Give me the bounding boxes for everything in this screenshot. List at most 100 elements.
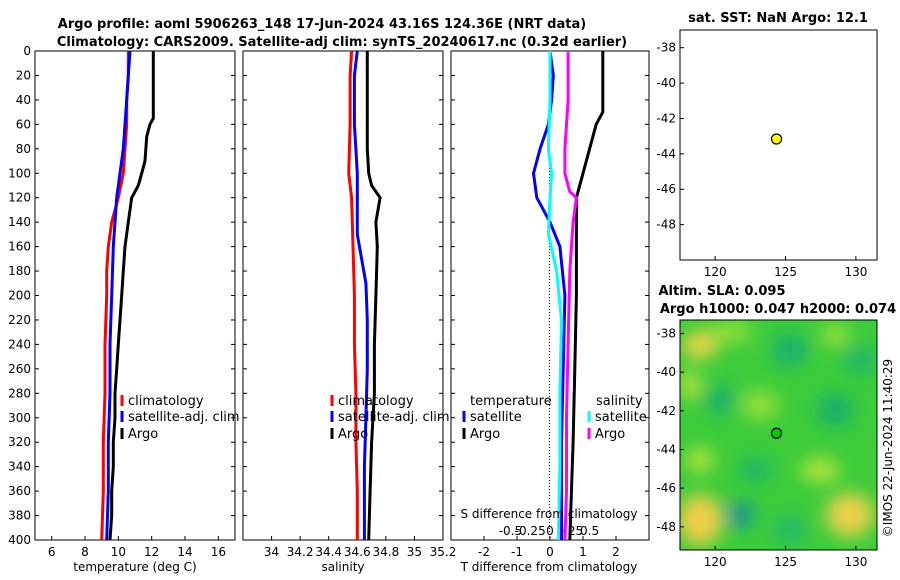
temperature-axes — [34, 50, 236, 541]
depth-tick-label: 260 — [8, 362, 31, 376]
temperature-series-argo — [108, 51, 155, 540]
salinity-xlabel: salinity — [321, 560, 364, 574]
depth-tick-label: 200 — [8, 289, 31, 303]
salinity-xtick-label: 34.6 — [344, 545, 371, 559]
difference-series-s-argo — [563, 51, 578, 540]
credit-stamp: ©IMOS 22-Jun-2024 11:40:29 — [881, 359, 895, 537]
difference-secondary-xlabel: S difference from climatology — [461, 507, 638, 521]
depth-tick-label: 140 — [8, 215, 31, 229]
depth-tick-label: 60 — [16, 117, 31, 131]
depth-tick-label: 20 — [16, 68, 31, 82]
depth-tick-label: 240 — [8, 337, 31, 351]
sst-title: sat. SST: NaN Argo: 12.1 — [688, 11, 868, 26]
temperature-series-satellite-adj-clim — [105, 51, 132, 540]
depth-tick-label: 180 — [8, 264, 31, 278]
legend-title-salinity: salinity — [596, 394, 643, 409]
temperature-xtick-label: 14 — [177, 545, 192, 559]
temperature-xtick-label: 12 — [144, 545, 159, 559]
salinity-legend: climatology satellite-adj. clim Argo — [330, 394, 450, 442]
depth-tick-label: 280 — [8, 386, 31, 400]
depth-tick-label: 80 — [16, 142, 31, 156]
salinity-series-satellite-adj-clim — [352, 51, 369, 540]
legend-title-temperature: temperature — [470, 394, 552, 409]
difference-xtick-label: 1 — [579, 545, 587, 559]
depth-tick-label: 320 — [8, 435, 31, 449]
title-line-1: Argo profile: aoml 5906263_148 17-Jun-20… — [58, 17, 586, 32]
sla_map-lat-label: -44 — [656, 442, 676, 456]
sst_map-lat-label: -46 — [656, 182, 676, 196]
sla_map-lon-label: 130 — [844, 555, 867, 569]
temperature-xlabel: temperature (deg C) — [73, 560, 196, 574]
sst_map-lat-label: -38 — [656, 41, 676, 55]
sla_map-argo-location-marker — [770, 427, 783, 439]
salinity-xtick-label: 35.2 — [430, 545, 457, 559]
depth-tick-label: 100 — [8, 166, 31, 180]
sla-title-1: Altim. SLA: 0.095 — [659, 284, 786, 299]
difference-series-s-satellite — [546, 51, 564, 540]
difference-series-t-argo — [568, 51, 605, 540]
salinity-xtick-label: 35 — [407, 545, 422, 559]
temperature-xtick-label: 16 — [211, 545, 226, 559]
sla-title-2: Argo h1000: 0.047 h2000: 0.074 — [660, 302, 896, 317]
sla_map-lat-label: -48 — [656, 520, 676, 534]
sla-heatmap — [680, 320, 877, 550]
salinity-series-climatology — [347, 51, 359, 540]
s-difference-tick-label: -0.5 — [499, 524, 522, 538]
legend-label: climatology — [128, 394, 204, 409]
temperature-xtick-label: 6 — [48, 545, 56, 559]
depth-tick-label: 160 — [8, 240, 31, 254]
title-line-2: Climatology: CARS2009. Satellite-adj cli… — [57, 35, 627, 50]
salinity-xtick-label: 34 — [264, 545, 279, 559]
sst_map-lon-label: 120 — [704, 265, 727, 279]
depth-tick-label: 220 — [8, 313, 31, 327]
legend-label: climatology — [338, 394, 414, 409]
salinity-xtick-label: 34.8 — [372, 545, 399, 559]
salinity-xtick-label: 34.2 — [287, 545, 314, 559]
depth-tick-label: 120 — [8, 191, 31, 205]
sst_map-lat-label: -42 — [656, 111, 676, 125]
sla_map-lat-label: -40 — [656, 365, 676, 379]
depth-tick-label: 380 — [8, 509, 31, 523]
legend-label: Argo — [128, 427, 158, 442]
sla_map-lat-label: -42 — [656, 404, 676, 418]
depth-tick-label: 340 — [8, 460, 31, 474]
difference-xtick-label: -2 — [478, 545, 490, 559]
difference-xtick-label: -1 — [511, 545, 523, 559]
legend-label: satellite-adj. clim — [338, 410, 450, 425]
sla-map-axes — [679, 319, 878, 551]
temperature-xtick-label: 8 — [81, 545, 89, 559]
sla_map-lat-label: -46 — [656, 481, 676, 495]
depth-tick-label: 400 — [8, 533, 31, 547]
salinity-axes — [242, 50, 444, 541]
sst_map-lon-label: 125 — [774, 265, 797, 279]
s-difference-tick-label: -0.25 — [515, 524, 546, 538]
difference-legend: temperature satellite Argo salinity sate… — [462, 394, 647, 442]
legend-label: satellite — [470, 410, 522, 425]
temperature-legend: climatology satellite-adj. clim Argo — [120, 394, 240, 442]
salinity-xtick-label: 34.4 — [315, 545, 342, 559]
legend-label: satellite-adj. clim — [128, 410, 240, 425]
sst_map-lat-label: -40 — [656, 76, 676, 90]
depth-tick-label: 360 — [8, 484, 31, 498]
difference-xlabel: T difference from climatology — [460, 560, 638, 574]
temperature-xtick-label: 10 — [111, 545, 126, 559]
s-difference-tick-label: 0.5 — [580, 524, 599, 538]
depth-tick-label: 0 — [23, 44, 31, 58]
sla_map-lon-label: 120 — [704, 555, 727, 569]
sst_map-lat-label: -44 — [656, 147, 676, 161]
depth-tick-label: 300 — [8, 411, 31, 425]
difference-xtick-label: 2 — [612, 545, 620, 559]
sst_map-lat-label: -48 — [656, 218, 676, 232]
difference-xtick-label: 0 — [546, 545, 554, 559]
legend-label: Argo — [595, 427, 625, 442]
legend-label: Argo — [338, 427, 368, 442]
s-difference-tick-label: 0 — [546, 524, 554, 538]
legend-label: Argo — [470, 427, 500, 442]
sst_map-lon-label: 130 — [844, 265, 867, 279]
difference-series-t-satellite — [531, 51, 567, 540]
sst-map-axes — [679, 29, 878, 261]
sla_map-lon-label: 125 — [774, 555, 797, 569]
depth-tick-label: 40 — [16, 93, 31, 107]
sst_map-argo-location-marker — [770, 133, 783, 145]
